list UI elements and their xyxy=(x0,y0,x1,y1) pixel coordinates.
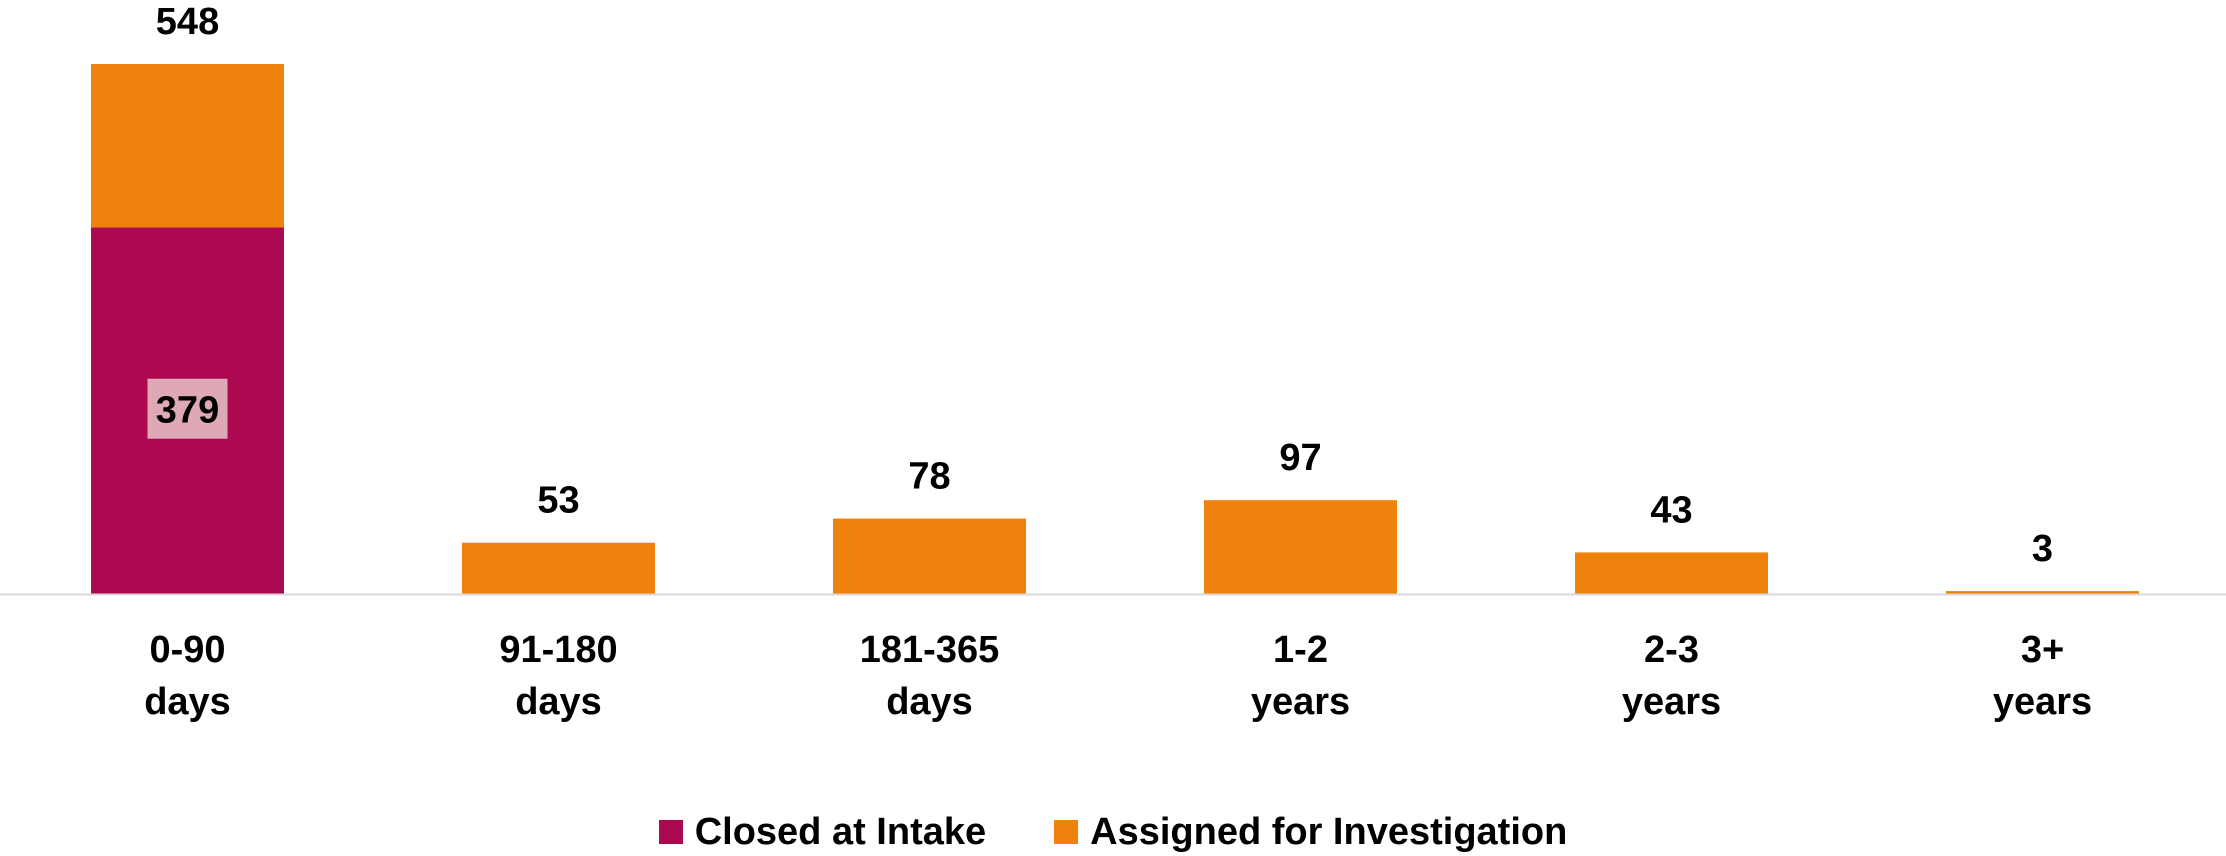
data-label-total-3: 97 xyxy=(1279,437,1321,479)
x-tick-label-1-1: days xyxy=(515,681,602,723)
x-tick-label-2-1: days xyxy=(886,681,973,723)
legend-swatch-closed-at-intake xyxy=(658,820,683,844)
bar-chart: 379 548 0-90 days 53 91-180 days 78 181-365 days 9… xyxy=(0,1,2226,723)
x-tick-label-3-1: years xyxy=(1251,681,1350,723)
legend-label-closed-at-intake: Closed at Intake xyxy=(694,811,987,853)
data-label-total-5: 3 xyxy=(2032,528,2053,570)
x-tick-label-3-0: 1-2 xyxy=(1273,629,1328,671)
x-tick-label-4-0: 2-3 xyxy=(1644,629,1699,671)
bar-assigned-for-investigation-4 xyxy=(1575,552,1768,594)
x-tick-label-1-0: 91-180 xyxy=(499,629,617,671)
legend-swatch-assigned-for-investigation xyxy=(1054,820,1079,844)
data-label-total-2: 78 xyxy=(908,456,950,498)
legend-item-assigned-for-investigation: Assigned for Investigation xyxy=(1054,810,1567,854)
legend-item-closed-at-intake: Closed at Intake xyxy=(658,810,987,854)
x-tick-label-2-0: 181-365 xyxy=(860,629,999,671)
data-label-total-0: 548 xyxy=(156,1,219,43)
bar-assigned-for-investigation-5 xyxy=(1946,591,2139,594)
data-label-box-0 xyxy=(147,378,228,439)
x-tick-label-5-0: 3+ xyxy=(2021,629,2064,671)
bar-assigned-for-investigation-1 xyxy=(462,542,655,594)
data-label-inner-0: 379 xyxy=(156,390,219,432)
x-tick-label-0-0: 0-90 xyxy=(149,629,225,671)
x-tick-label-0-1: days xyxy=(144,681,231,723)
bar-assigned-for-investigation-3 xyxy=(1204,500,1397,594)
bar-assigned-for-investigation-2 xyxy=(833,518,1026,594)
legend: Closed at Intake Assigned for Investigat… xyxy=(0,810,2226,854)
data-label-total-4: 43 xyxy=(1650,489,1692,531)
bar-assigned-for-investigation-0 xyxy=(91,64,284,228)
data-label-total-1: 53 xyxy=(537,480,579,522)
x-tick-label-4-1: years xyxy=(1622,681,1721,723)
x-tick-label-5-1: years xyxy=(1993,681,2092,723)
legend-label-assigned-for-investigation: Assigned for Investigation xyxy=(1090,811,1568,853)
